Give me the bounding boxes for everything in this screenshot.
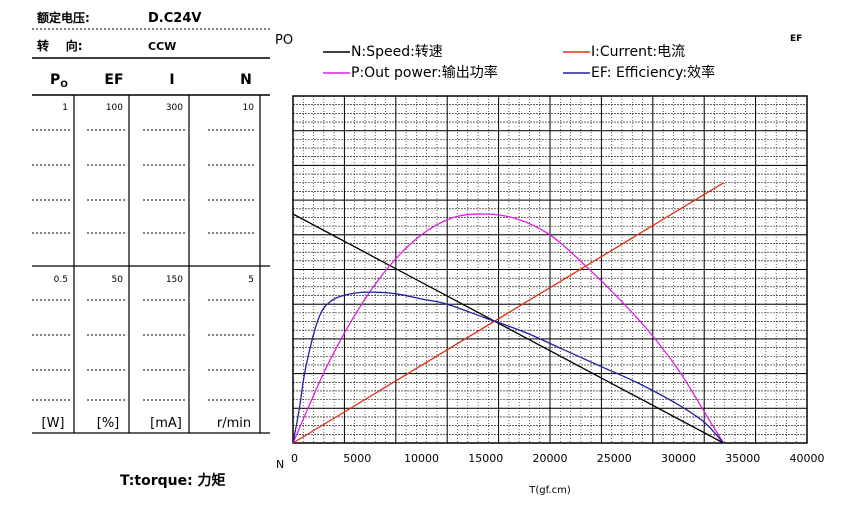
left-scale-table: PO EF I N 1 0.5 [W] 100 50 [%] 300 150 [mA] 10 5 r/min <box>32 72 270 434</box>
chart-legend: N:Speed:转速 I:Current:电流 P:Out power:输出功率 EF… <box>323 44 715 81</box>
plot-area: 0 5000 10000 15000 20000 25000 30000 35000 40000… <box>276 95 825 496</box>
x-axis-label: T(gf.cm) <box>528 485 571 496</box>
scale-mid-p: 0.5 <box>54 275 68 285</box>
rotation-value: CCW <box>148 40 176 53</box>
scale-top-n: 10 <box>243 103 255 113</box>
legend-label-3: P:Out power:输出功率 <box>351 64 498 81</box>
x-tick-label: 30000 <box>661 452 696 465</box>
column-header-ef: EF <box>104 72 123 88</box>
unit-i: [mA] <box>150 416 182 431</box>
x-tick-label: 15000 <box>468 452 503 465</box>
efficiency-line <box>292 291 724 444</box>
scale-top-i: 300 <box>166 103 183 113</box>
plot-frame <box>292 95 808 444</box>
rated-voltage-value: D.C24V <box>148 11 201 26</box>
x-tick-label: 25000 <box>597 452 632 465</box>
x-tick-label: 40000 <box>790 452 825 465</box>
scale-mid-ef: 50 <box>112 275 124 285</box>
x-tick-label: 0 <box>291 452 298 465</box>
scale-mid-i: 150 <box>166 275 183 285</box>
unit-ef: [%] <box>97 416 120 431</box>
legend-label-4: EF: Efficiency:效率 <box>591 64 715 81</box>
torque-label: T:torque: 力矩 <box>120 472 226 489</box>
corner-label-right: EF <box>790 34 802 44</box>
unit-n: r/min <box>217 416 251 431</box>
scale-mid-n: 5 <box>248 275 254 285</box>
legend-label-1: N:Speed:转速 <box>351 44 443 60</box>
unit-p: [W] <box>42 416 65 431</box>
legend-label-2: I:Current:电流 <box>591 44 685 60</box>
x-tick-label: 35000 <box>725 452 760 465</box>
x-tick-label: 5000 <box>343 452 371 465</box>
n-axis-marker: N <box>276 458 284 471</box>
scale-top-ef: 100 <box>106 103 123 113</box>
column-header-i: I <box>169 72 174 88</box>
output-power-line <box>292 213 725 444</box>
rated-voltage-label: 额定电压: <box>37 10 90 25</box>
x-tick-label: 20000 <box>533 452 568 465</box>
column-header-n: N <box>240 72 252 88</box>
corner-label-left: PO <box>275 33 293 48</box>
speed-line <box>292 213 724 444</box>
current-line <box>292 182 724 444</box>
scale-top-p: 1 <box>62 103 68 113</box>
rotation-label: 转 向: <box>37 38 83 53</box>
x-tick-label: 10000 <box>404 452 439 465</box>
column-header-p: PO <box>50 72 68 90</box>
